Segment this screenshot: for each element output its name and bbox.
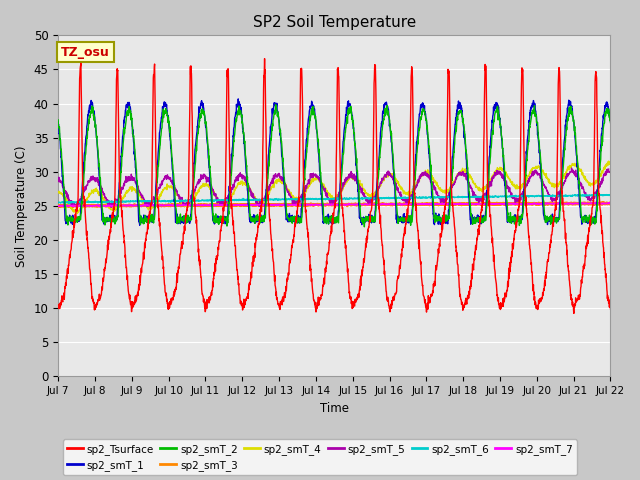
X-axis label: Time: Time <box>320 402 349 415</box>
Title: SP2 Soil Temperature: SP2 Soil Temperature <box>253 15 416 30</box>
Y-axis label: Soil Temperature (C): Soil Temperature (C) <box>15 145 28 266</box>
Legend: sp2_Tsurface, sp2_smT_1, sp2_smT_2, sp2_smT_3, sp2_smT_4, sp2_smT_5, sp2_smT_6, : sp2_Tsurface, sp2_smT_1, sp2_smT_2, sp2_… <box>63 439 577 475</box>
Text: TZ_osu: TZ_osu <box>61 46 110 59</box>
